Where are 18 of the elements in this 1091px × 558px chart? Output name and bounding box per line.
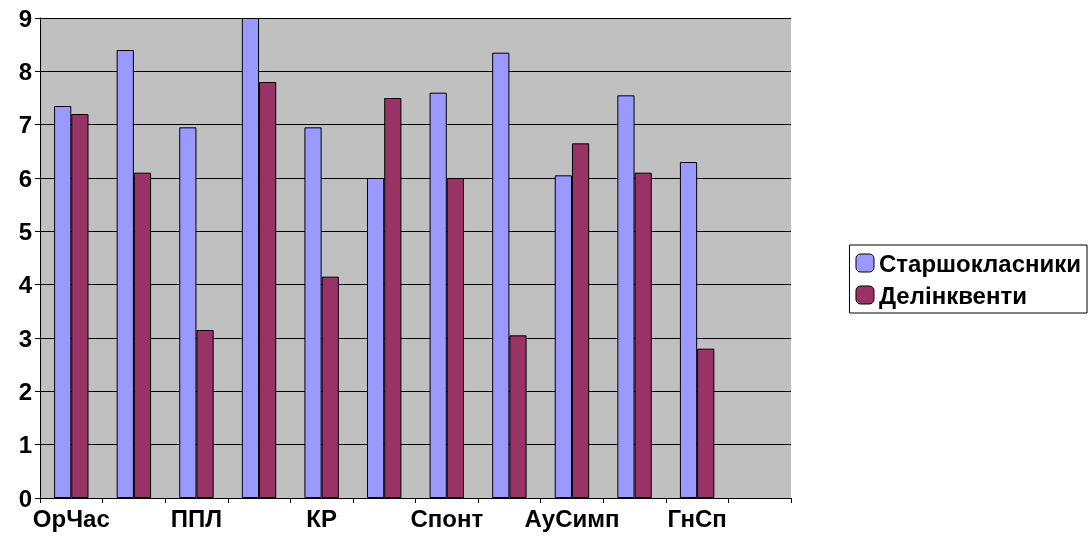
y-tick-label: 1 — [18, 431, 32, 459]
legend-label: Делінквенти — [878, 281, 1027, 309]
x-tick-label: КР — [306, 504, 337, 532]
x-tick-label: ГнСп — [667, 504, 727, 532]
x-tick-label: Спонт — [410, 504, 484, 532]
x-tick-label: ОрЧас — [32, 504, 110, 532]
y-tick-label: 0 — [18, 484, 32, 512]
legend-label: Старшокласники — [878, 249, 1082, 277]
x-tick-label: ППЛ — [170, 504, 223, 532]
y-tick-label: 5 — [18, 217, 32, 245]
y-tick-label: 3 — [18, 324, 32, 352]
y-tick-label: 2 — [18, 377, 32, 405]
x-tick-label: АуСимп — [524, 504, 620, 532]
y-tick-label: 7 — [18, 111, 32, 139]
y-tick-label: 4 — [18, 271, 33, 299]
y-tick-label: 6 — [18, 164, 32, 192]
y-tick-label: 9 — [18, 4, 32, 32]
y-tick-label: 8 — [18, 57, 32, 85]
